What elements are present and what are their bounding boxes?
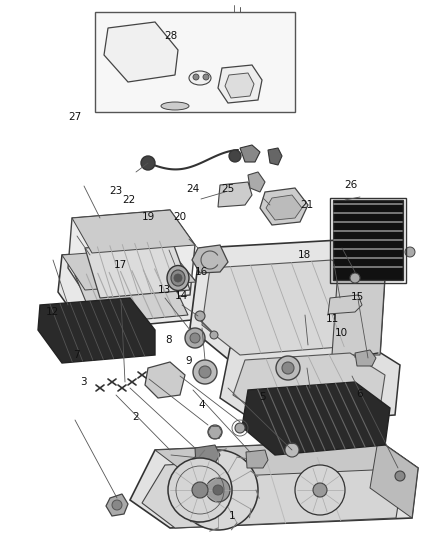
Circle shape [350, 273, 360, 283]
Circle shape [192, 482, 208, 498]
Circle shape [235, 423, 245, 433]
Bar [95, 12, 295, 112]
Polygon shape [68, 210, 195, 305]
Text: 28: 28 [164, 31, 177, 41]
Polygon shape [195, 445, 220, 465]
Text: 4: 4 [198, 400, 205, 410]
Circle shape [168, 458, 232, 522]
Circle shape [285, 443, 299, 457]
Circle shape [405, 247, 415, 257]
Ellipse shape [171, 270, 185, 286]
Polygon shape [202, 260, 372, 355]
Circle shape [208, 425, 222, 439]
Polygon shape [104, 22, 178, 82]
Text: 22: 22 [123, 195, 136, 205]
Text: 10: 10 [335, 328, 348, 338]
Polygon shape [85, 240, 190, 298]
Circle shape [193, 360, 217, 384]
Circle shape [141, 156, 155, 170]
Text: 20: 20 [173, 213, 186, 222]
Bar [333, 200, 403, 280]
Circle shape [174, 274, 182, 282]
Polygon shape [332, 240, 385, 355]
Circle shape [195, 311, 205, 321]
Circle shape [276, 356, 300, 380]
Text: 23: 23 [110, 186, 123, 196]
Polygon shape [328, 295, 362, 314]
Circle shape [185, 328, 205, 348]
Circle shape [199, 366, 211, 378]
Polygon shape [192, 245, 228, 273]
Circle shape [282, 362, 294, 374]
Ellipse shape [189, 71, 211, 85]
Polygon shape [62, 247, 196, 290]
Polygon shape [242, 382, 390, 455]
Circle shape [112, 500, 122, 510]
Polygon shape [248, 172, 265, 192]
Circle shape [190, 333, 200, 343]
Circle shape [313, 483, 327, 497]
Polygon shape [240, 145, 260, 162]
Text: 8: 8 [165, 335, 172, 345]
Polygon shape [218, 65, 262, 103]
Polygon shape [190, 240, 385, 365]
Text: 11: 11 [326, 314, 339, 324]
Text: 13: 13 [158, 286, 171, 295]
Text: 2: 2 [132, 412, 139, 422]
Text: 18: 18 [298, 250, 311, 260]
Text: 21: 21 [300, 200, 313, 210]
Ellipse shape [167, 265, 189, 290]
Text: 6: 6 [356, 390, 363, 399]
Polygon shape [218, 182, 252, 207]
Text: 3: 3 [80, 377, 87, 387]
Polygon shape [233, 353, 385, 416]
Polygon shape [220, 340, 400, 425]
Polygon shape [38, 298, 155, 363]
Text: 14: 14 [175, 291, 188, 301]
Polygon shape [58, 247, 196, 330]
Text: 5: 5 [259, 392, 266, 402]
Polygon shape [370, 440, 418, 518]
Text: 9: 9 [185, 357, 192, 366]
Text: 1: 1 [229, 511, 236, 521]
Text: 19: 19 [142, 213, 155, 222]
Circle shape [295, 465, 345, 515]
Polygon shape [142, 455, 402, 528]
Circle shape [178, 450, 258, 530]
Polygon shape [130, 440, 418, 528]
Text: 25: 25 [221, 184, 234, 194]
Circle shape [213, 485, 223, 495]
Polygon shape [106, 494, 128, 516]
Polygon shape [72, 210, 195, 253]
Bar [330, 198, 406, 283]
Circle shape [229, 150, 241, 162]
Circle shape [206, 478, 230, 502]
Text: 27: 27 [68, 112, 81, 122]
Circle shape [203, 74, 209, 80]
Polygon shape [155, 440, 418, 478]
Circle shape [210, 331, 218, 339]
Text: 15: 15 [350, 293, 364, 302]
Polygon shape [260, 188, 308, 225]
Text: 26: 26 [344, 181, 357, 190]
Text: 12: 12 [46, 307, 59, 317]
Text: 24: 24 [186, 184, 199, 194]
Circle shape [395, 471, 405, 481]
Polygon shape [246, 450, 268, 468]
Text: 16: 16 [195, 267, 208, 277]
Ellipse shape [161, 102, 189, 110]
Text: 7: 7 [73, 350, 80, 360]
Circle shape [193, 74, 199, 80]
Polygon shape [355, 350, 376, 366]
Polygon shape [145, 362, 185, 398]
Polygon shape [225, 73, 254, 98]
Polygon shape [268, 148, 282, 165]
Polygon shape [75, 268, 188, 324]
Polygon shape [266, 195, 302, 220]
Text: 17: 17 [114, 261, 127, 270]
